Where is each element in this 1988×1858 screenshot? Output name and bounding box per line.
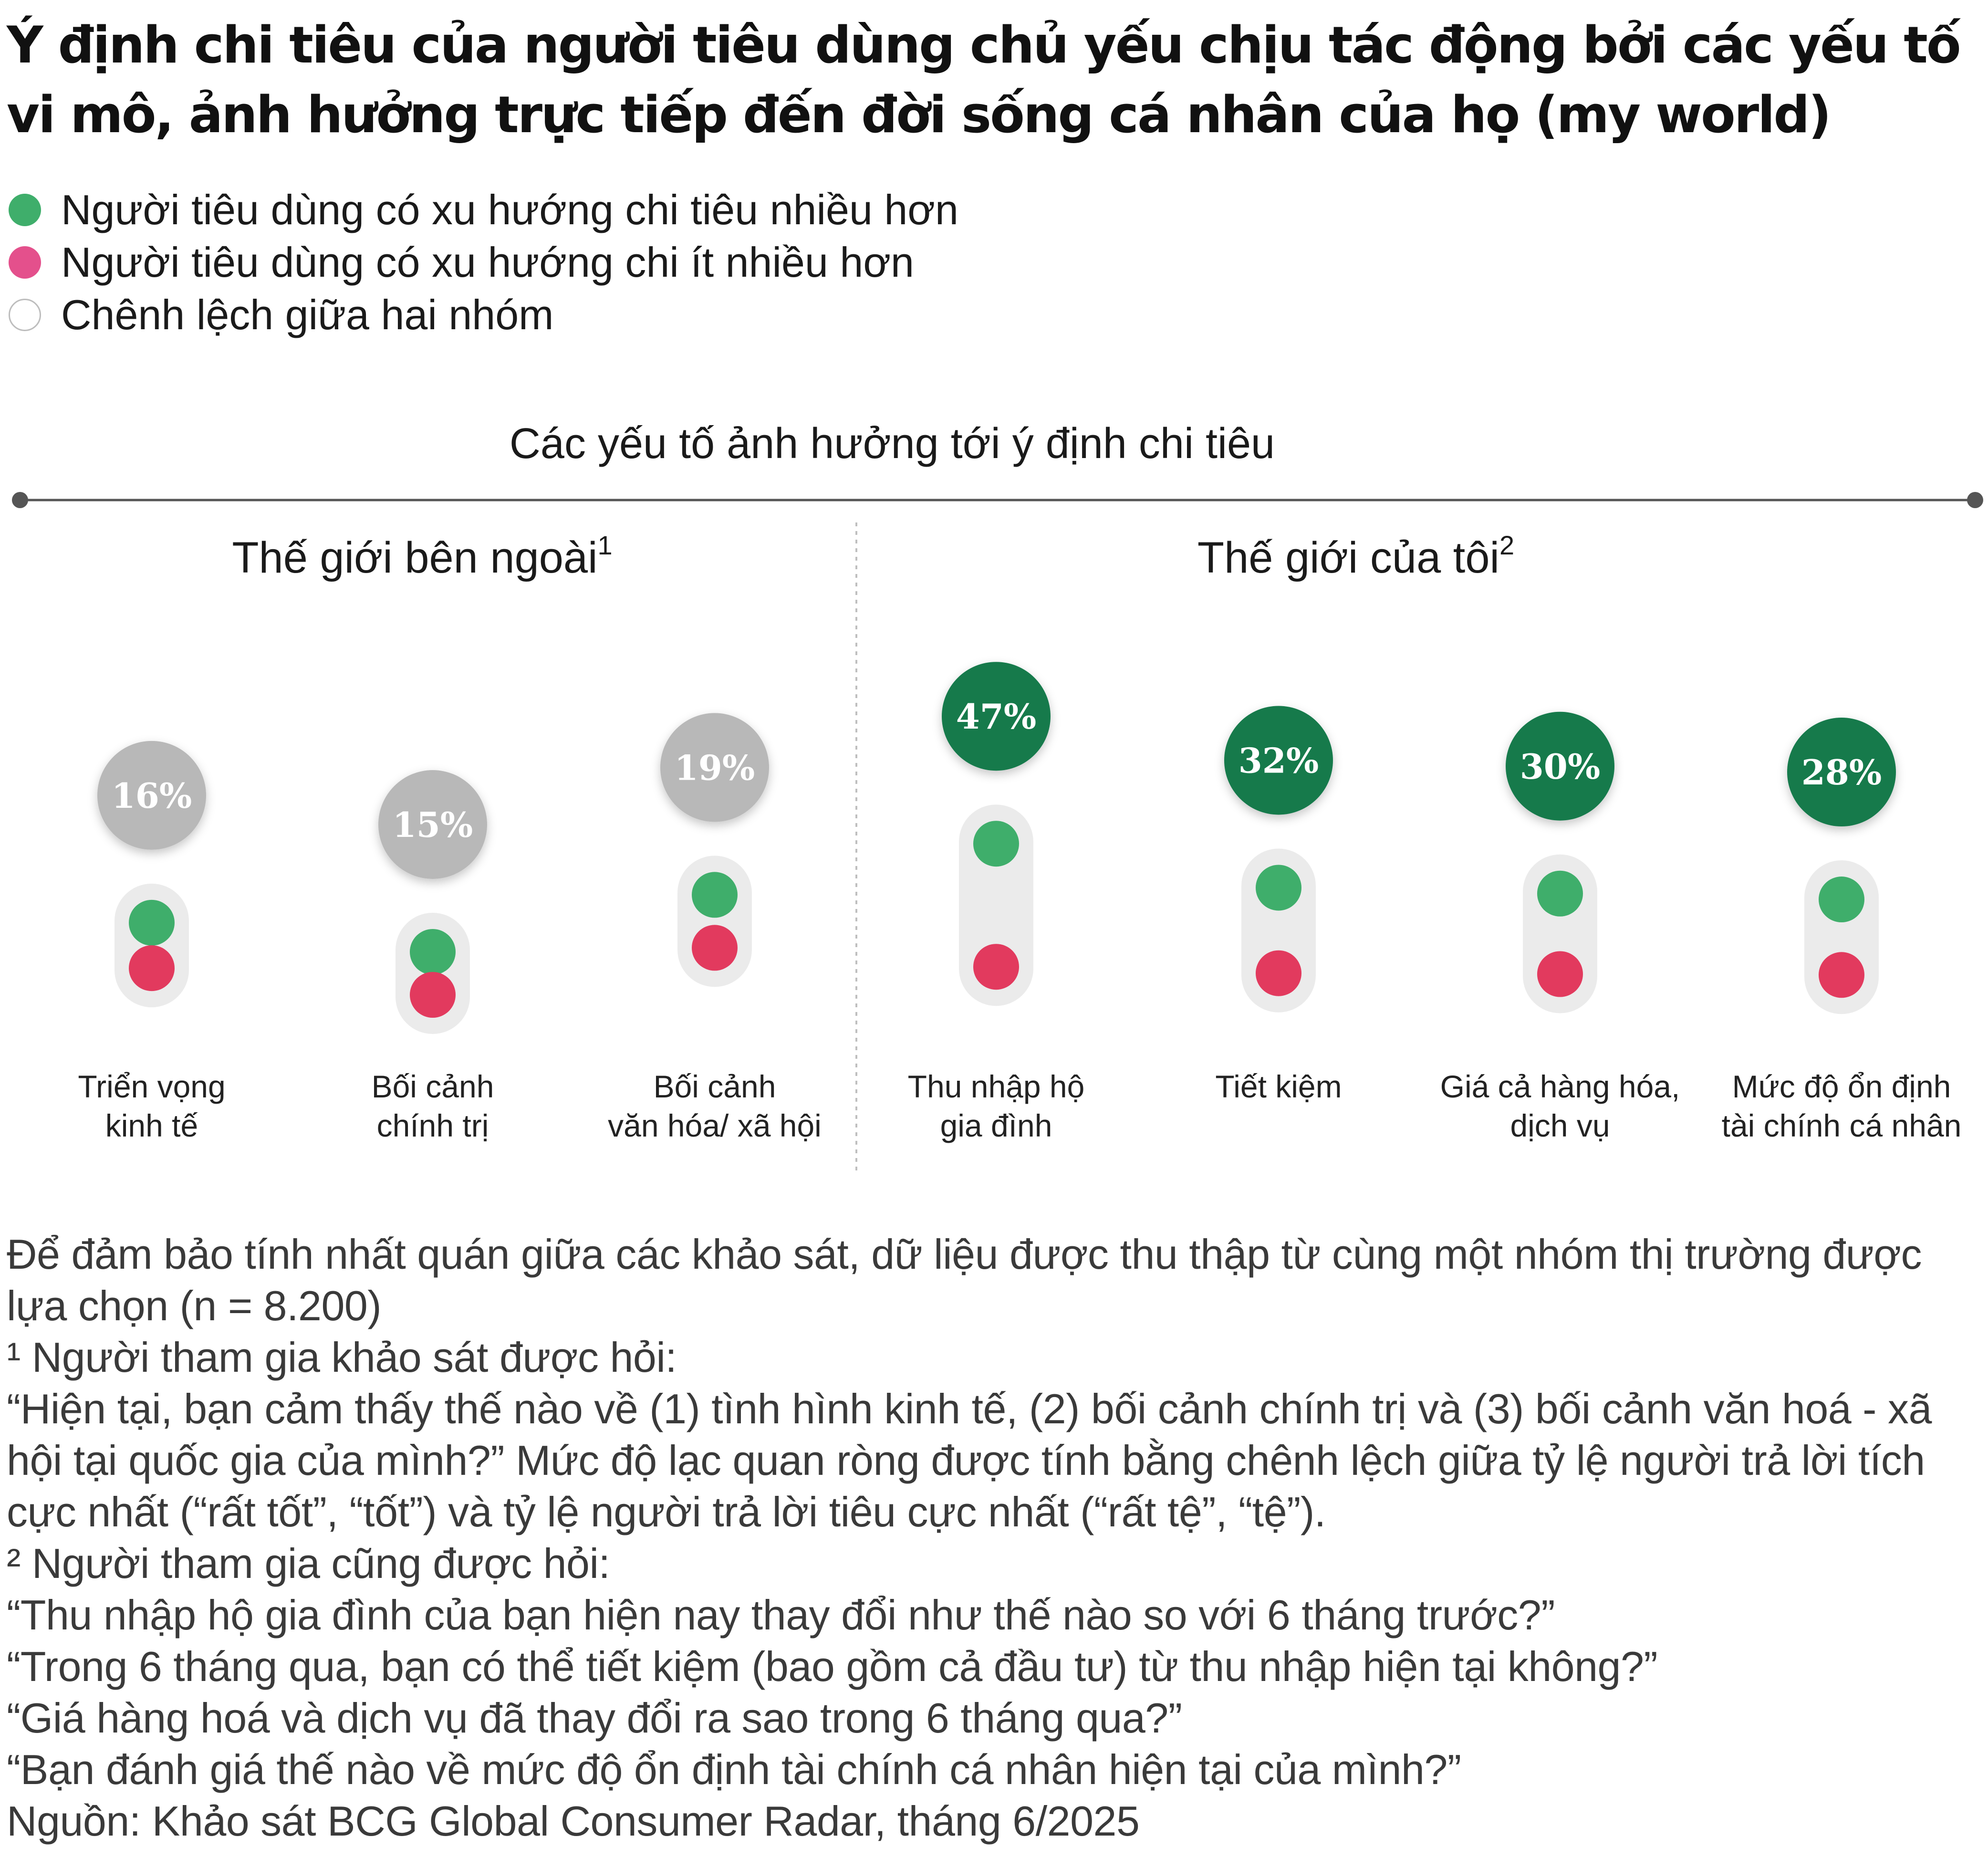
spend-less-dot <box>973 944 1019 990</box>
gap-label: 32% <box>1239 740 1319 781</box>
note-2-question-savings: “Trong 6 tháng qua, bạn có thể tiết kiệm… <box>7 1643 1658 1690</box>
axis-cap-left <box>12 492 28 508</box>
chart-title: Ý định chi tiêu của người tiêu dùng chủ … <box>7 16 1961 144</box>
note-2-question-prices: “Giá hàng hoá và dịch vụ đã thay đổi ra … <box>7 1694 1182 1742</box>
factor-label: Triển vọng <box>78 1069 225 1104</box>
legend-item-spend-less: Người tiêu dùng có xu hướng chi ít nhiều… <box>9 236 958 289</box>
note-sample: Để đảm bảo tính nhất quán giữa các khảo … <box>7 1231 1922 1329</box>
note-1-heading: ¹ Người tham gia khảo sát được hỏi: <box>7 1334 677 1381</box>
factor-column: 47% Thu nhập hộ gia đình <box>908 662 1085 1143</box>
axis-cap-right <box>1967 492 1983 508</box>
source: Nguồn: Khảo sát BCG Global Consumer Rada… <box>7 1797 1140 1845</box>
factor-label: Mức độ ổn định <box>1732 1069 1951 1104</box>
group-header-sup: 1 <box>598 530 613 560</box>
note-2-question-income: “Thu nhập hộ gia đình của bạn hiện nay t… <box>7 1591 1555 1639</box>
factor-label: gia đình <box>940 1108 1052 1143</box>
group-header-sup: 2 <box>1499 530 1514 560</box>
gap-label: 47% <box>956 696 1037 737</box>
factor-column: 16% Triển vọng kinh tế <box>78 741 226 1143</box>
factor-column: 28% Mức độ ổn định tài chính cá nhân <box>1722 718 1962 1143</box>
gap-bubble <box>378 770 487 879</box>
note-2-heading: ² Người tham gia cũng được hỏi: <box>7 1540 610 1587</box>
spend-less-dot <box>1537 951 1583 997</box>
spend-more-dot <box>692 872 738 918</box>
factor-label: dịch vụ <box>1510 1108 1610 1143</box>
gap-label: 19% <box>675 747 755 788</box>
group-header-external: Thế giới bên ngoài1 <box>232 530 612 582</box>
factor-column: 19% Bối cảnh văn hóa/ xã hội <box>608 713 822 1143</box>
pink-dot-icon <box>9 246 41 279</box>
factor-label: Giá cả hàng hóa, <box>1440 1069 1680 1104</box>
outline-dot-icon <box>9 299 41 331</box>
spend-less-dot <box>692 925 738 971</box>
factor-label: Bối cảnh <box>654 1069 776 1104</box>
legend: Người tiêu dùng có xu hướng chi tiêu nhi… <box>9 184 958 341</box>
legend-label-spend-more: Người tiêu dùng có xu hướng chi tiêu nhi… <box>61 186 958 233</box>
gap-bubble <box>97 741 206 850</box>
factor-label: chính trị <box>377 1108 489 1143</box>
spend-more-dot <box>973 821 1019 867</box>
factor-label: Bối cảnh <box>372 1069 494 1104</box>
gap-label: 15% <box>393 804 473 845</box>
factor-column: 32% Tiết kiệm <box>1215 706 1342 1104</box>
gap-bubble <box>1787 718 1896 827</box>
footnotes: Để đảm bảo tính nhất quán giữa các khảo … <box>7 1229 1982 1847</box>
spend-less-dot <box>410 972 456 1018</box>
factor-column: 15% Bối cảnh chính trị <box>372 770 494 1143</box>
spend-more-dot <box>1819 877 1864 923</box>
gap-label: 30% <box>1520 746 1601 787</box>
spend-more-dot <box>1256 865 1301 911</box>
legend-item-spend-more: Người tiêu dùng có xu hướng chi tiêu nhi… <box>9 184 958 236</box>
spend-less-dot <box>1819 952 1864 998</box>
factor-label: văn hóa/ xã hội <box>608 1108 822 1143</box>
spend-less-dot <box>129 945 175 992</box>
group-header-my-world: Thế giới của tôi2 <box>1197 530 1514 582</box>
factor-label: Tiết kiệm <box>1215 1069 1342 1104</box>
legend-item-gap: Chênh lệch giữa hai nhóm <box>9 289 958 341</box>
spend-more-dot <box>1537 870 1583 917</box>
green-dot-icon <box>9 194 41 226</box>
spend-more-dot <box>129 899 175 946</box>
chart: Các yếu tố ảnh hưởng tới ý định chi tiêu… <box>12 420 1983 1174</box>
axis-title: Các yếu tố ảnh hưởng tới ý định chi tiêu <box>510 420 1275 468</box>
gap-bubble <box>660 713 769 822</box>
gap-bubble <box>942 662 1051 771</box>
legend-label-gap: Chênh lệch giữa hai nhóm <box>61 291 554 338</box>
factor-label: Thu nhập hộ <box>908 1069 1085 1104</box>
group-header-text: Thế giới bên ngoài <box>232 533 597 582</box>
gap-label: 28% <box>1801 752 1882 793</box>
factor-column: 30% Giá cả hàng hóa, dịch vụ <box>1440 711 1680 1143</box>
factor-label: tài chính cá nhân <box>1722 1108 1962 1143</box>
spend-more-dot <box>410 929 456 975</box>
gap-label: 16% <box>112 775 192 816</box>
note-2-question-stability: “Bạn đánh giá thế nào về mức độ ổn định … <box>7 1746 1461 1793</box>
gap-bubble <box>1224 706 1333 815</box>
spend-less-dot <box>1256 950 1301 996</box>
factor-label: kinh tế <box>105 1108 198 1143</box>
note-1-question: “Hiện tại, bạn cảm thấy thế nào về (1) t… <box>7 1385 1932 1535</box>
legend-label-spend-less: Người tiêu dùng có xu hướng chi ít nhiều… <box>61 239 914 286</box>
gap-bubble <box>1506 711 1614 821</box>
group-header-text: Thế giới của tôi <box>1197 533 1499 582</box>
